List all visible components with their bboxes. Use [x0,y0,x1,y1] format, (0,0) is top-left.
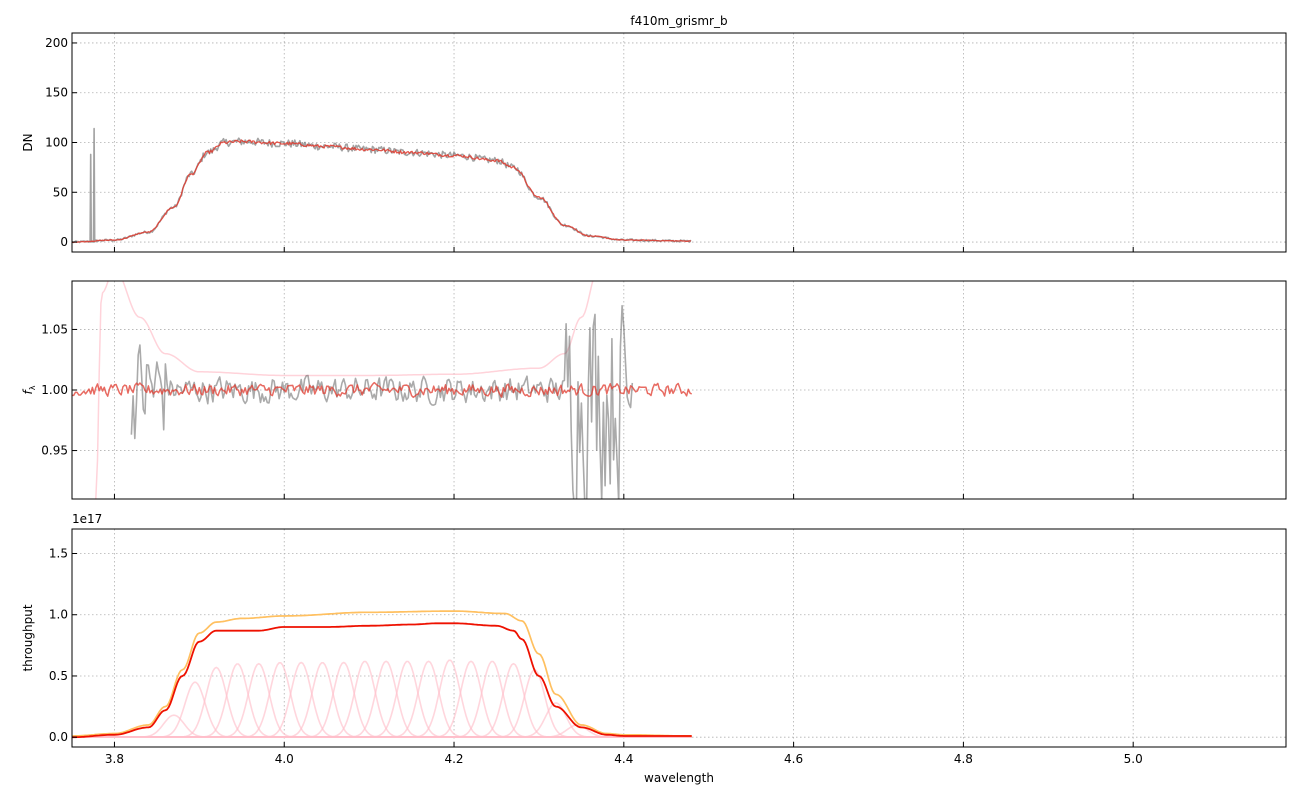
total-line [72,622,692,739]
component-curve [72,661,692,738]
model-line [72,139,692,244]
y-tick-label: 0 [60,235,68,249]
component-curve [72,666,692,738]
component-curve [72,660,692,738]
y-tick-label: 1.5 [49,546,68,560]
component-curve [72,669,692,738]
axes-frame [71,528,1287,748]
y-tick-label: 50 [53,185,68,199]
y-tick-label: 0.0 [49,730,68,744]
y-tick-label: 0.95 [41,444,68,458]
component-curve [72,660,692,738]
component-curve [72,659,692,738]
y-tick-label: 1.05 [41,322,68,336]
y-tick-label: 1.0 [49,608,68,622]
component-curve [72,663,692,738]
y-scale-label: 1e17 [72,512,102,526]
envelope-line [72,610,692,737]
component-curve [72,662,692,738]
y-tick-label: 100 [45,136,68,150]
component-curve [72,660,692,738]
x-axis-label: wavelength [644,771,714,785]
x-tick-label: 5.0 [1124,752,1143,766]
panel-throughput: 3.8 4.0 4.2 4.4 4.6 4.8 5.0 0.0 0.5 1.0 1.5 through… [21,512,1287,785]
x-tick-label: 3.8 [105,752,124,766]
component-curve [72,662,692,738]
panel-counts: 0 50 100 150 200 DN [21,32,1287,253]
x-tick-label: 4.0 [275,752,294,766]
plot-area [72,127,692,244]
chart-title: f410m_grismr_b [630,14,727,28]
y-axis-label: throughput [21,604,35,671]
component-curve [72,661,692,738]
grid [72,529,1286,747]
plot-area [72,281,693,499]
x-tick-label: 4.6 [784,752,803,766]
y-tick-label: 0.5 [49,669,68,683]
y-tick-label: 150 [45,86,68,100]
y-tick-label: 1.00 [41,383,68,397]
component-curve [72,724,692,738]
x-tick-label: 4.2 [444,752,463,766]
y-tick-label: 200 [45,36,68,50]
plot-area [72,610,692,739]
panel-ratio: 0.95 1.00 1.05 fλ [21,280,1287,500]
component-curve [72,660,692,738]
component-curve [72,660,692,738]
data-line [72,127,692,244]
uncertainty-line [95,281,594,499]
y-axis-label: fλ [21,385,37,394]
data-line [130,304,634,499]
panels: 0 50 100 150 200 DN 0.95 1.00 1.05 fλ 3.8 4.0 4.2 4.4… [21,32,1287,785]
x-tick-label: 4.4 [614,752,633,766]
model-line [72,381,693,399]
component-curve [72,662,692,738]
x-tick-label: 4.8 [954,752,973,766]
component-curve [72,662,692,738]
y-axis-label: DN [21,133,35,151]
component-curve [72,660,692,738]
